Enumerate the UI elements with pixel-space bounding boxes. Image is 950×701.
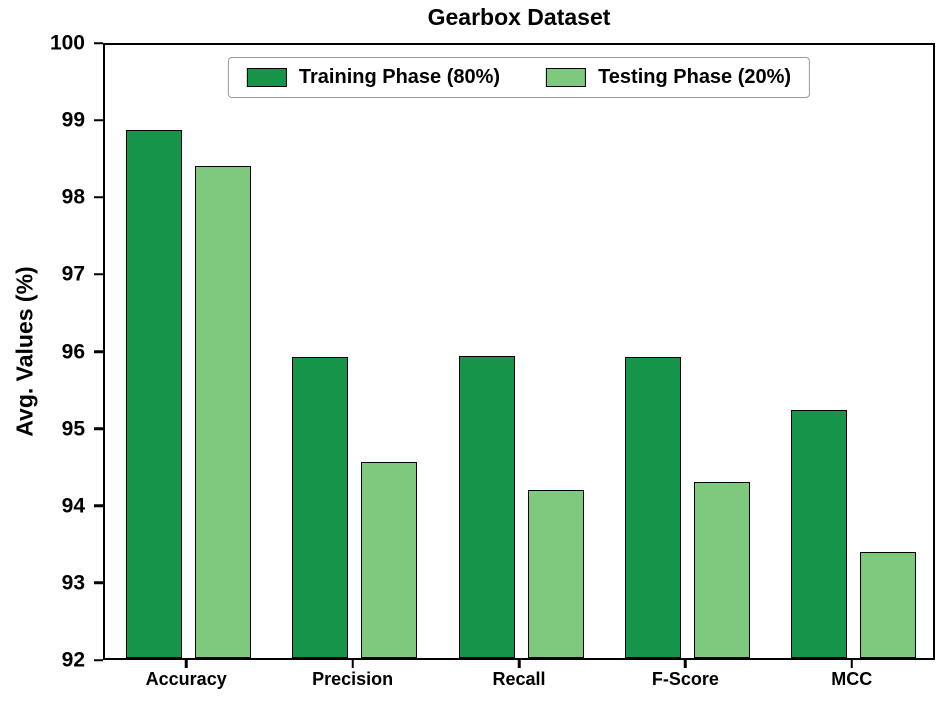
x-tick-mark bbox=[684, 660, 687, 668]
plot-area: Training Phase (80%) Testing Phase (20%) bbox=[103, 43, 935, 660]
y-tick-mark bbox=[94, 196, 103, 199]
bar-mcc-training bbox=[791, 409, 848, 658]
x-tick-mark bbox=[351, 660, 354, 668]
y-tick-label: 93 bbox=[61, 571, 85, 595]
y-tick-mark bbox=[94, 581, 103, 585]
legend-item-testing: Testing Phase (20%) bbox=[546, 66, 791, 89]
training-phase-swatch bbox=[246, 68, 287, 87]
y-tick-label: 100 bbox=[49, 31, 85, 55]
x-tick-mark bbox=[184, 660, 188, 668]
bar-precision-testing bbox=[361, 462, 418, 658]
x-axis: Accuracy Precision Recall F-Score MCC bbox=[103, 660, 935, 700]
y-tick-label: 94 bbox=[61, 494, 85, 518]
y-tick-label: 98 bbox=[61, 185, 85, 209]
x-tick-mark bbox=[850, 660, 854, 668]
x-tick-label: Accuracy bbox=[145, 669, 227, 689]
bar-f-score-testing bbox=[693, 482, 750, 658]
bar-mcc-testing bbox=[860, 552, 917, 658]
x-tick-mark bbox=[517, 660, 521, 668]
y-tick-label: 97 bbox=[61, 262, 85, 286]
y-tick-mark bbox=[94, 118, 103, 122]
y-tick-label: 92 bbox=[61, 648, 85, 672]
x-tick-label: F-Score bbox=[651, 669, 719, 689]
x-tick-label: Recall bbox=[492, 669, 546, 689]
y-tick-mark bbox=[94, 273, 103, 276]
y-tick-mark bbox=[94, 504, 103, 507]
bar-accuracy-training bbox=[125, 130, 182, 658]
y-tick-label: 96 bbox=[61, 340, 85, 363]
legend-item-training: Training Phase (80%) bbox=[246, 66, 501, 89]
bar-precision-training bbox=[292, 357, 349, 658]
y-tick-mark bbox=[94, 41, 103, 45]
x-tick-label: MCC bbox=[831, 669, 873, 689]
y-tick-mark bbox=[94, 350, 103, 353]
bar-recall-testing bbox=[527, 489, 584, 658]
testing-phase-swatch bbox=[546, 68, 587, 87]
y-tick-label: 99 bbox=[61, 108, 85, 132]
y-tick-mark bbox=[94, 427, 103, 430]
bar-f-score-training bbox=[624, 357, 681, 658]
chart-title: Gearbox Dataset bbox=[427, 4, 611, 30]
bar-recall-training bbox=[458, 355, 515, 658]
y-tick-label: 95 bbox=[61, 417, 85, 441]
y-axis: 92 93 94 95 96 97 98 99 100 bbox=[0, 33, 103, 671]
y-tick-mark bbox=[94, 658, 103, 662]
legend-label-training: Training Phase (80%) bbox=[298, 66, 501, 88]
x-tick-label: Precision bbox=[312, 669, 394, 689]
bar-accuracy-testing bbox=[194, 165, 251, 658]
legend-label-testing: Testing Phase (20%) bbox=[598, 66, 792, 88]
legend: Training Phase (80%) Testing Phase (20%) bbox=[227, 57, 811, 98]
